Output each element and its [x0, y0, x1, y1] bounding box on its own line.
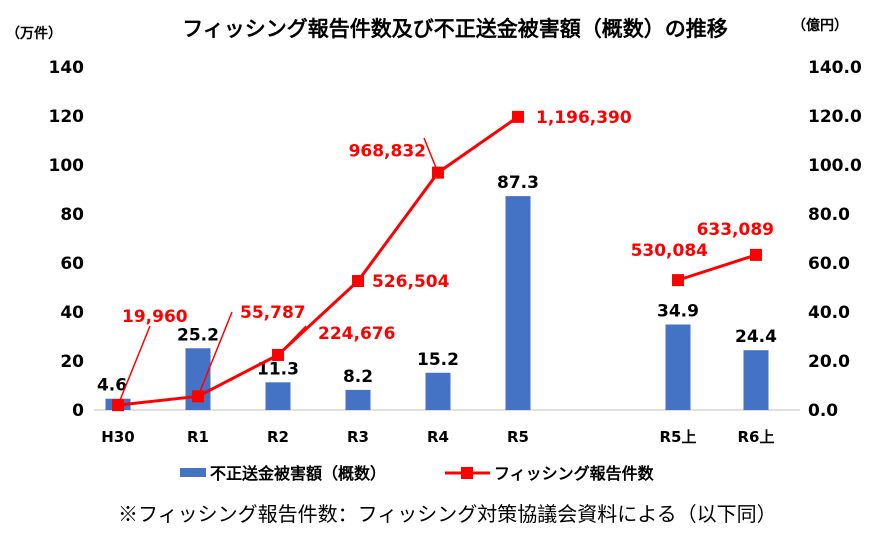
line-marker: [192, 390, 204, 402]
left-axis-unit: （万件）: [6, 25, 62, 42]
line-marker: [352, 275, 364, 287]
right-tick-label: 80.0: [808, 205, 850, 225]
legend: 不正送金被害額（概数） フィッシング報告件数: [180, 464, 655, 483]
left-tick-label: 80: [60, 205, 84, 225]
left-tick-label: 20: [60, 352, 84, 372]
line-marker: [750, 249, 762, 261]
line-label: 530,084: [631, 241, 709, 261]
left-tick-label: 0: [72, 401, 84, 421]
left-tick-label: 40: [60, 303, 84, 323]
right-tick-label: 60.0: [808, 254, 850, 274]
right-axis-unit: （億円）: [792, 17, 848, 34]
right-tick-label: 0.0: [808, 401, 838, 421]
bar-label: 34.9: [657, 301, 699, 321]
footnote: ※フィッシング報告件数：フィッシング対策協議会資料による（以下同）: [118, 498, 777, 527]
bar-label: 25.2: [177, 325, 219, 345]
category-label: R6上: [738, 428, 775, 446]
line-label: 968,832: [349, 142, 426, 162]
right-tick-label: 40.0: [808, 303, 850, 323]
line-marker: [672, 274, 684, 286]
left-tick-label: 100: [49, 156, 85, 176]
bar: [346, 390, 371, 410]
bar-label: 15.2: [417, 350, 459, 370]
category-label: R5: [507, 428, 529, 446]
chart-title: フィッシング報告件数及び不正送金被害額（概数）の推移: [182, 17, 728, 41]
line-marker: [272, 349, 284, 361]
right-tick-label: 140.0: [808, 58, 862, 78]
legend-bar-label: 不正送金被害額（概数）: [210, 464, 386, 483]
right-tick-label: 20.0: [808, 352, 850, 372]
line-label: 526,504: [372, 272, 450, 292]
left-tick-label: 140: [49, 58, 85, 78]
bar: [666, 324, 691, 410]
line-label: 55,787: [240, 303, 306, 323]
bar: [744, 350, 769, 410]
category-label: R2: [267, 428, 289, 446]
category-label: R1: [187, 428, 209, 446]
right-axis-ticks: 0.0 20.0 40.0 60.0 80.0 100.0 120.0 140.0: [808, 58, 862, 421]
bar: [426, 373, 451, 410]
category-labels: H30 R1 R2 R3 R4 R5 R5上 R6上: [101, 428, 774, 446]
right-tick-label: 100.0: [808, 156, 862, 176]
line-label: 224,676: [318, 324, 395, 344]
bar-label: 8.2: [343, 367, 373, 387]
left-tick-label: 60: [60, 254, 84, 274]
bar-label: 87.3: [497, 173, 539, 193]
line-label: 19,960: [122, 307, 188, 327]
legend-bar-swatch: [180, 468, 206, 477]
category-label: R5上: [660, 428, 697, 446]
category-label: R3: [347, 428, 369, 446]
legend-line-marker: [461, 467, 473, 479]
line-label: 1,196,390: [536, 108, 632, 128]
category-label: R4: [427, 428, 449, 446]
line-marker: [112, 399, 124, 411]
left-axis-ticks: 0 20 40 60 80 100 120 140: [49, 58, 85, 421]
category-label: H30: [101, 428, 134, 446]
left-tick-label: 120: [49, 107, 85, 127]
chart: フィッシング報告件数及び不正送金被害額（概数）の推移 （万件） （億円） 0 20…: [0, 0, 886, 536]
line-marker: [512, 111, 524, 123]
right-tick-label: 120.0: [808, 107, 862, 127]
legend-line-label: フィッシング報告件数: [494, 464, 655, 483]
line-label: 633,089: [697, 220, 774, 240]
bar: [506, 196, 531, 410]
bar-label: 24.4: [735, 327, 777, 347]
leader-line: [118, 326, 150, 405]
bar: [266, 382, 291, 410]
line-marker: [432, 167, 444, 179]
